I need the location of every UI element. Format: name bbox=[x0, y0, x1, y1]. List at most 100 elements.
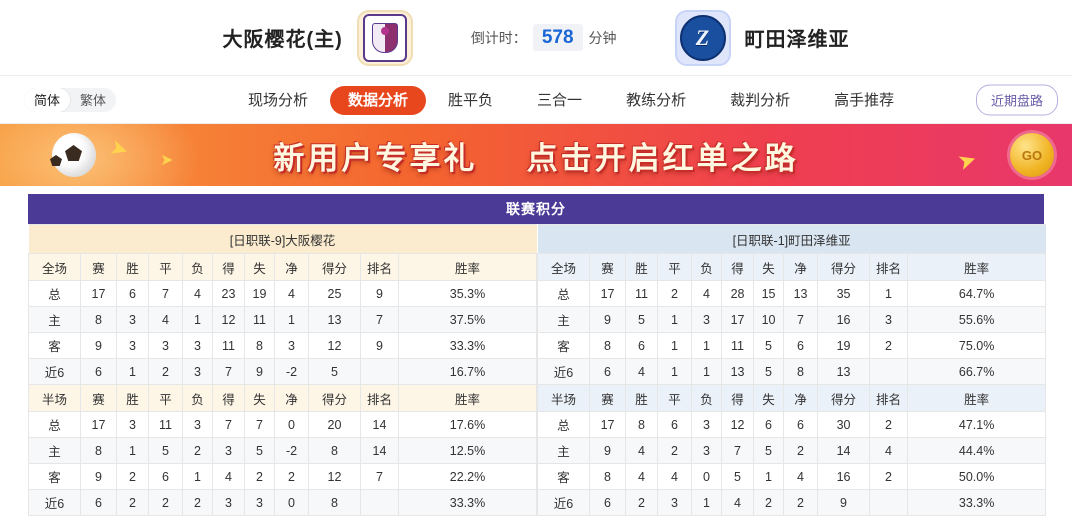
table-cell: 15 bbox=[753, 280, 785, 307]
cerezo-osaka-crest-icon bbox=[356, 9, 413, 66]
left-column-header-row: 半场赛胜平负得失净得分 排名 胜率 bbox=[28, 384, 538, 412]
recent-odds-button[interactable]: 近期盘路 bbox=[975, 84, 1058, 115]
table-cell: 33.3% bbox=[397, 332, 538, 359]
countdown-value: 578 bbox=[532, 23, 583, 52]
table-cell: 2 bbox=[625, 489, 659, 516]
table-cell: 22.2% bbox=[397, 463, 538, 490]
table-cell: 12 bbox=[308, 463, 361, 490]
table-cell: 7 bbox=[212, 411, 245, 438]
tab-expert-tips[interactable]: 高手推荐 bbox=[834, 92, 895, 109]
table-cell: 2 bbox=[783, 489, 819, 516]
table-cell bbox=[869, 489, 909, 516]
table-row: 近6 6 2 3 1 4 2 2 9 33.3% bbox=[537, 489, 1047, 516]
go-arrow-icon[interactable]: GO bbox=[1010, 133, 1054, 177]
banner-text-line1: 新用户专享礼 bbox=[273, 140, 478, 176]
table-cell: 2 bbox=[148, 358, 183, 385]
table-cell: 8 bbox=[80, 437, 117, 464]
row-label: 客 bbox=[537, 332, 591, 359]
table-cell: 30 bbox=[817, 411, 871, 438]
table-row: 近6 6 1 2 3 7 9 -2 5 16.7% bbox=[28, 358, 538, 385]
table-cell: 1 bbox=[753, 463, 785, 490]
table-cell: 7 bbox=[783, 306, 819, 333]
table-cell: 8 bbox=[589, 463, 627, 490]
table-cell: 8 bbox=[308, 489, 361, 516]
table-row: 主 9 4 2 3 7 5 2 14 4 44.4% bbox=[537, 437, 1047, 464]
row-label: 总 bbox=[28, 411, 81, 438]
away-team-name: 町田泽维亚 bbox=[744, 29, 850, 51]
table-cell: 1 bbox=[116, 358, 149, 385]
language-toggle[interactable]: 简体 繁体 bbox=[24, 87, 117, 112]
row-label: 主 bbox=[537, 437, 591, 464]
left-table-caption-row: [日职联-9]大阪樱花 bbox=[28, 224, 537, 254]
tab-data-analysis[interactable]: 数据分析 bbox=[330, 86, 427, 115]
table-cell: 17 bbox=[721, 306, 755, 333]
table-cell: 5 bbox=[244, 437, 275, 464]
tab-live-analysis[interactable]: 现场分析 bbox=[248, 92, 309, 109]
table-cell: 2 bbox=[753, 489, 785, 516]
table-cell: 1 bbox=[657, 358, 693, 385]
column-header: 失 bbox=[244, 253, 275, 281]
promo-banner[interactable]: ➤ ➤ 新用户专享礼 点击开启红单之路 ➤ GO bbox=[0, 124, 1072, 186]
table-cell: 55.6% bbox=[907, 306, 1047, 333]
table-cell: 9 bbox=[244, 358, 275, 385]
table-cell: 2 bbox=[244, 463, 275, 490]
table-cell: 66.7% bbox=[907, 358, 1047, 385]
table-cell: 2 bbox=[657, 437, 693, 464]
table-cell: 28 bbox=[721, 280, 755, 307]
table-cell: -2 bbox=[274, 437, 309, 464]
tab-three-in-one[interactable]: 三合一 bbox=[537, 92, 583, 109]
table-cell: 64.7% bbox=[907, 280, 1047, 307]
table-cell: 5 bbox=[753, 332, 785, 359]
column-header: 胜率 bbox=[907, 253, 1047, 281]
countdown-label: 倒计时： bbox=[470, 29, 527, 46]
row-label: 主 bbox=[28, 306, 81, 333]
table-cell: 8 bbox=[244, 332, 275, 359]
tab-list: 现场分析 数据分析 胜平负 三合一 教练分析 裁判分析 高手推荐 bbox=[226, 76, 916, 125]
table-cell: 8 bbox=[589, 332, 627, 359]
table-cell: 6 bbox=[625, 332, 659, 359]
row-label: 总 bbox=[28, 280, 81, 307]
table-cell: 9 bbox=[360, 332, 399, 359]
table-cell: 33.3% bbox=[397, 489, 538, 516]
table-cell: 4 bbox=[783, 463, 819, 490]
table-cell: 14 bbox=[817, 437, 871, 464]
table-cell: 2 bbox=[869, 463, 909, 490]
table-row: 近6 6 4 1 1 13 5 8 13 66.7% bbox=[537, 358, 1047, 385]
row-label: 客 bbox=[28, 332, 81, 359]
table-cell: 35.3% bbox=[397, 280, 538, 307]
home-team-stats-table: [日职联-9]大阪樱花 全场赛胜平负得失净得分 排名 胜率总 17 6 7 4 23 19 4 25 9… bbox=[28, 224, 538, 516]
match-header: 大阪樱花(主) 倒计时： 578 分钟 Z 町田泽维亚 bbox=[0, 0, 1072, 75]
table-cell: 11 bbox=[148, 411, 183, 438]
table-cell: 1 bbox=[116, 437, 149, 464]
table-cell: 2 bbox=[182, 437, 213, 464]
table-row: 总 17 6 7 4 23 19 4 25 9 35.3% bbox=[28, 280, 538, 307]
table-cell bbox=[360, 489, 399, 516]
tab-win-draw-lose[interactable]: 胜平负 bbox=[448, 92, 494, 109]
column-header: 得 bbox=[212, 384, 245, 412]
tab-referee-analysis[interactable]: 裁判分析 bbox=[730, 92, 791, 109]
row-label: 近6 bbox=[537, 489, 591, 516]
table-cell: 1 bbox=[274, 306, 309, 333]
column-header: 净 bbox=[274, 384, 309, 412]
tab-coach-analysis[interactable]: 教练分析 bbox=[626, 92, 687, 109]
table-cell: 8 bbox=[308, 437, 361, 464]
stats-tables: [日职联-9]大阪樱花 全场赛胜平负得失净得分 排名 胜率总 17 6 7 4 23 19 4 25 9… bbox=[28, 224, 1047, 516]
table-cell: 37.5% bbox=[397, 306, 538, 333]
column-header: 赛 bbox=[80, 384, 117, 412]
table-cell: 3 bbox=[212, 489, 245, 516]
column-header: 平 bbox=[148, 253, 183, 281]
column-header: 失 bbox=[244, 384, 275, 412]
table-cell bbox=[360, 358, 399, 385]
column-header: 半场 bbox=[537, 384, 591, 412]
table-row: 客 9 3 3 3 11 8 3 12 9 33.3% bbox=[28, 332, 538, 359]
table-cell: 4 bbox=[212, 463, 245, 490]
lang-simplified-button[interactable]: 简体 bbox=[24, 87, 71, 112]
table-row: 客 8 4 4 0 5 1 4 16 2 50.0% bbox=[537, 463, 1047, 490]
table-cell: 16 bbox=[817, 463, 871, 490]
right-column-header-row: 半场赛胜平负得失净得分 排名 胜率 bbox=[537, 384, 1047, 412]
table-cell bbox=[869, 358, 909, 385]
lang-traditional-button[interactable]: 繁体 bbox=[80, 93, 107, 108]
table-cell: 5 bbox=[753, 437, 785, 464]
table-cell: 13 bbox=[721, 358, 755, 385]
table-cell: 2 bbox=[116, 489, 149, 516]
